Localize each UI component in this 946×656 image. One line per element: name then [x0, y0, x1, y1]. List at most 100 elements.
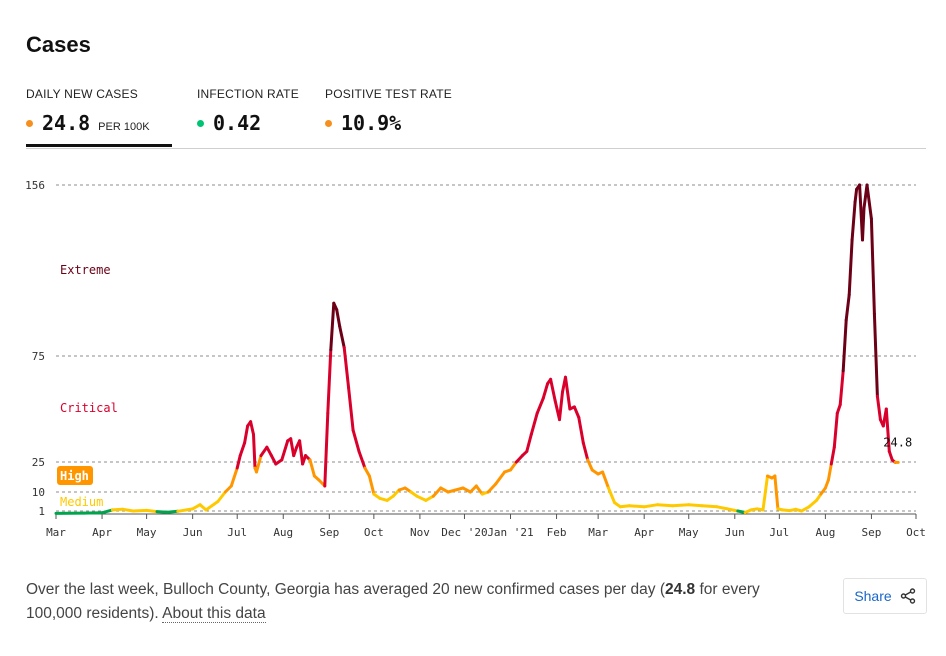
- series-segment: [761, 474, 769, 512]
- x-tick-label: Sep: [319, 526, 339, 539]
- tab-value: 24.8: [42, 111, 91, 135]
- series-segment: [100, 508, 114, 515]
- zone-label: Extreme: [60, 263, 111, 277]
- share-label: Share: [854, 588, 892, 604]
- zone-label: Critical: [60, 401, 118, 415]
- series-segment: [838, 369, 845, 407]
- series-segment: [872, 312, 879, 398]
- series-segment: [474, 484, 484, 496]
- series-segment: [558, 390, 564, 422]
- series-segment: [431, 486, 443, 498]
- series-segment: [367, 474, 376, 496]
- tab-daily-new-cases[interactable]: DAILY NEW CASES 24.8 PER 100K: [26, 86, 172, 147]
- series-segment: [252, 432, 257, 470]
- series-segment: [269, 454, 278, 466]
- series-segment: [687, 503, 704, 508]
- series-segment: [121, 507, 135, 513]
- last-value-label: 24.8: [883, 435, 912, 449]
- status-dot-icon: [26, 120, 33, 127]
- page-title: Cases: [26, 32, 91, 57]
- tab-infection-rate[interactable]: INFECTION RATE 0.42: [197, 86, 307, 147]
- series-segment: [847, 238, 854, 297]
- y-tick-label: 10: [32, 486, 45, 499]
- x-tick-label: Mar: [46, 526, 66, 539]
- series-segment: [235, 454, 242, 470]
- series-segment: [249, 420, 255, 436]
- series-segment: [586, 458, 594, 472]
- tab-label: DAILY NEW CASES: [26, 87, 138, 101]
- series-segment: [601, 470, 610, 490]
- tab-label: POSITIVE TEST RATE: [325, 87, 452, 101]
- x-tick-label: May: [137, 526, 157, 539]
- x-tick-label: May: [679, 526, 699, 539]
- tab-label: INFECTION RATE: [197, 87, 299, 101]
- series-segment: [363, 466, 371, 478]
- series-segment: [357, 449, 367, 470]
- series-segment: [725, 507, 740, 513]
- series-segment: [229, 466, 239, 488]
- status-dot-icon: [197, 120, 204, 127]
- series-segment: [829, 445, 836, 466]
- series-segment: [670, 503, 691, 508]
- series-segment: [255, 454, 263, 474]
- series-segment: [572, 405, 581, 419]
- summary-text: Over the last week, Bulloch County, Geor…: [26, 578, 796, 626]
- series-segment: [884, 407, 891, 453]
- zone-badge-high: [57, 466, 93, 485]
- tab-positive-test-rate[interactable]: POSITIVE TEST RATE 10.9%: [325, 86, 465, 147]
- series-segment: [875, 394, 882, 422]
- series-segment: [841, 318, 848, 373]
- series-segment: [607, 486, 616, 505]
- series-segment: [415, 494, 428, 502]
- series-segment: [525, 432, 533, 453]
- x-tick-label: Feb: [547, 526, 567, 539]
- series-segment: [865, 183, 873, 221]
- metric-tabs: DAILY NEW CASES 24.8 PER 100K INFECTION …: [26, 86, 926, 149]
- series-segment: [535, 396, 545, 415]
- series-segment: [329, 301, 336, 352]
- x-tick-label: Oct: [364, 526, 384, 539]
- series-segment: [216, 490, 227, 503]
- series-segment: [259, 445, 269, 458]
- series-segment: [844, 293, 851, 322]
- about-data-link[interactable]: About this data: [162, 605, 266, 623]
- x-tick-label: Apr: [92, 526, 112, 539]
- summary-before: Over the last week, Bulloch County, Geor…: [26, 581, 665, 598]
- series-segment: [238, 441, 247, 458]
- y-tick-label: 25: [32, 456, 45, 469]
- series-segment: [131, 508, 149, 513]
- series-segment: [869, 217, 876, 316]
- share-button[interactable]: Share: [843, 578, 927, 614]
- series-segment: [541, 382, 550, 400]
- series-segment: [853, 187, 859, 204]
- series-segment: [861, 206, 866, 242]
- y-tick-label: 1: [38, 505, 45, 518]
- x-tick-label: Jan '21: [487, 526, 533, 539]
- x-tick-label: Jun: [183, 526, 203, 539]
- series-segment: [564, 375, 572, 411]
- series-segment: [486, 482, 498, 494]
- series-segment: [326, 348, 333, 415]
- series-segment: [110, 507, 125, 512]
- x-tick-label: Aug: [273, 526, 293, 539]
- series-segment: [850, 200, 857, 242]
- x-tick-label: Dec '20: [441, 526, 487, 539]
- x-tick-label: Apr: [634, 526, 654, 539]
- y-tick-label: 75: [32, 350, 45, 363]
- series-segment: [351, 428, 361, 453]
- series-segment: [509, 460, 518, 472]
- zone-label: High: [60, 469, 89, 483]
- series-segment: [642, 503, 660, 509]
- series-segment: [280, 439, 290, 462]
- series-segment: [656, 503, 674, 508]
- summary-after: for every 100,000 residents).: [26, 581, 760, 622]
- x-tick-label: Oct: [906, 526, 926, 539]
- series-segment: [338, 324, 346, 350]
- series-segment: [773, 474, 780, 511]
- x-tick-label: Mar: [588, 526, 608, 539]
- series-segment: [581, 441, 590, 462]
- series-segment: [826, 462, 833, 482]
- x-tick-label: Jun: [725, 526, 745, 539]
- x-tick-label: Aug: [815, 526, 835, 539]
- tab-value: 10.9%: [341, 111, 402, 135]
